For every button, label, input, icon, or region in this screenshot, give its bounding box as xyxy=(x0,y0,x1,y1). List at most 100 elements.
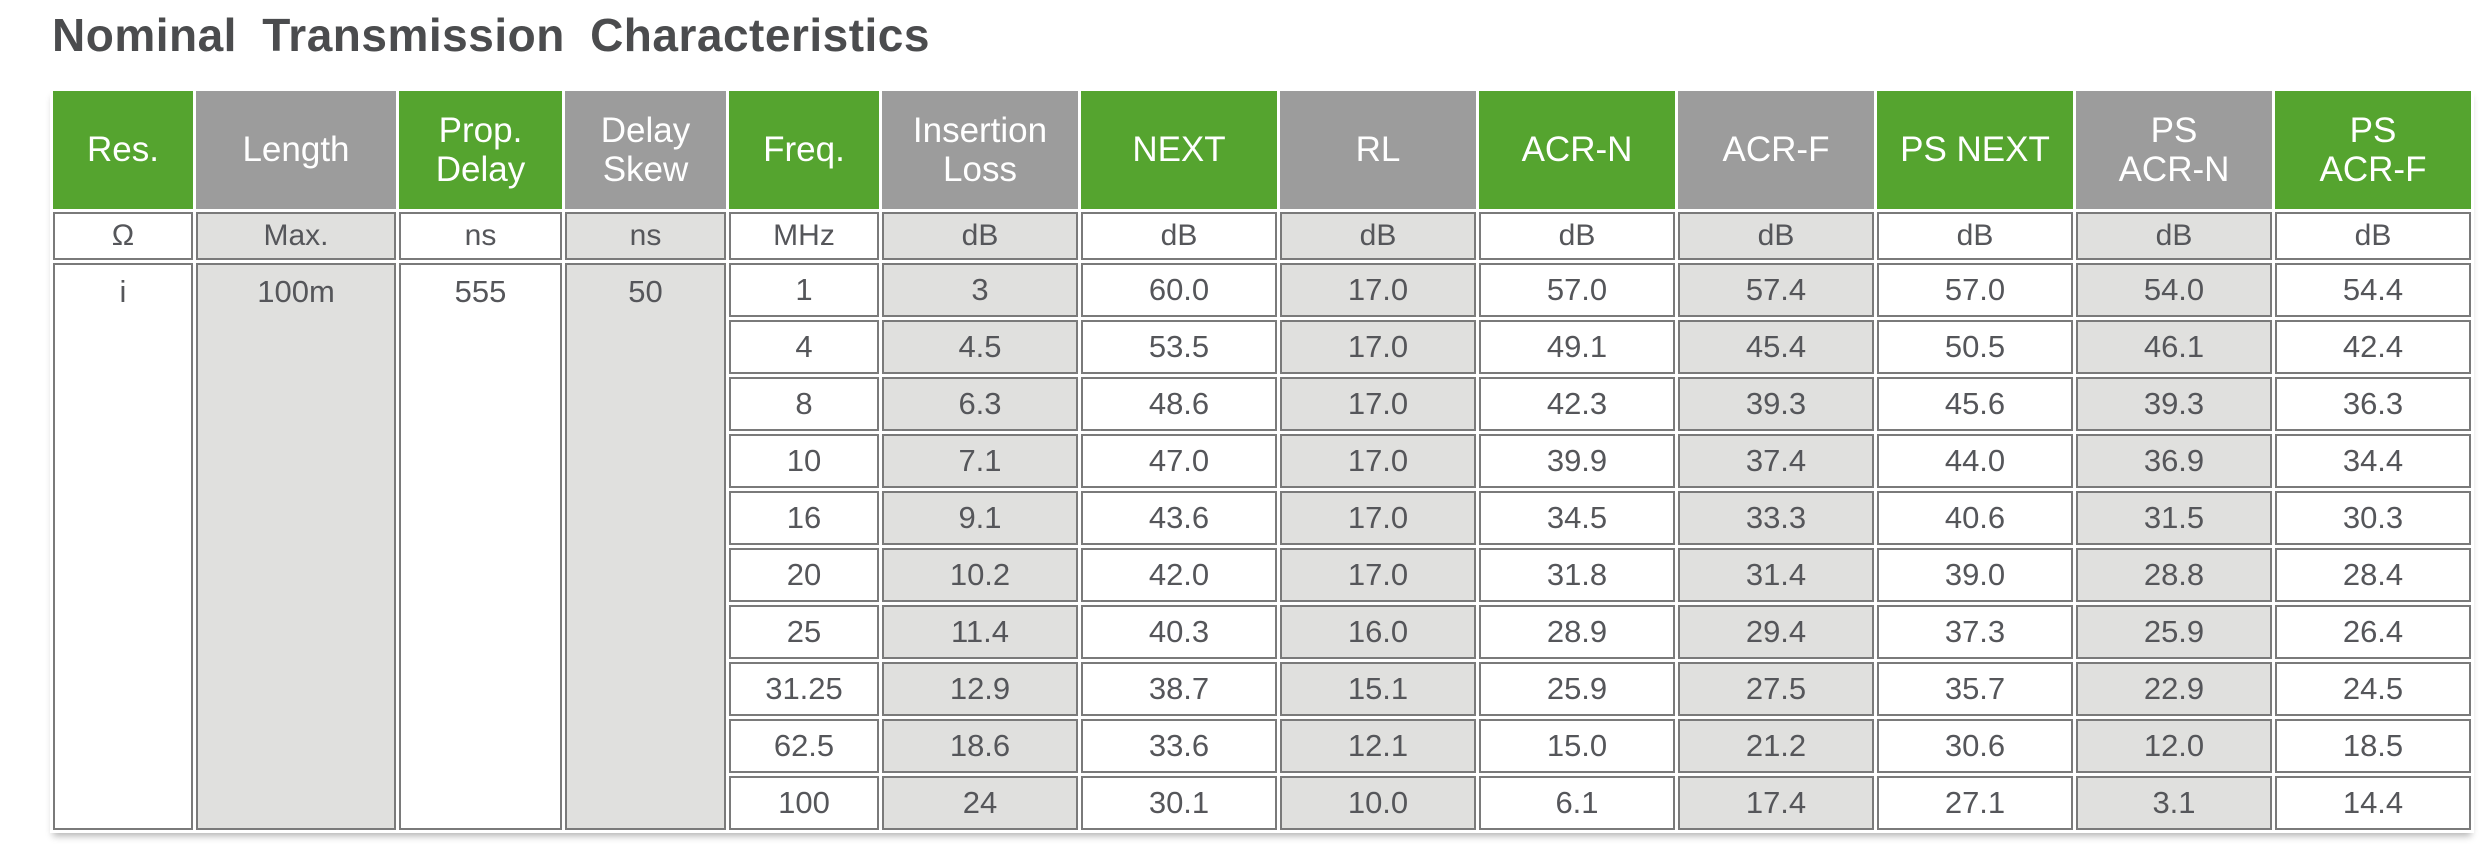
rl-cell: 17.0 xyxy=(1280,263,1476,317)
table-row: 100 24 30.1 10.0 6.1 17.4 27.1 3.1 14.4 xyxy=(53,776,2471,830)
ps-acr-f-cell: 42.4 xyxy=(2275,320,2471,374)
unit-delay-skew-cell: ns xyxy=(565,212,726,260)
next-cell: 30.1 xyxy=(1081,776,1277,830)
ps-acr-f-cell: 24.5 xyxy=(2275,662,2471,716)
unit-ps-acr-f-cell: dB xyxy=(2275,212,2471,260)
table-row: 16 9.1 43.6 17.0 34.5 33.3 40.6 31.5 30.… xyxy=(53,491,2471,545)
rl-cell: 10.0 xyxy=(1280,776,1476,830)
acr-n-cell: 39.9 xyxy=(1479,434,1675,488)
ps-acr-n-cell: 25.9 xyxy=(2076,605,2272,659)
acr-n-cell: 42.3 xyxy=(1479,377,1675,431)
res-value-cell: i xyxy=(53,263,193,830)
unit-prop-delay-cell: ns xyxy=(399,212,562,260)
column-header-acr-f: ACR-F xyxy=(1678,91,1874,209)
page-title: Nominal Transmission Characteristics xyxy=(52,9,930,61)
ps-next-cell: 40.6 xyxy=(1877,491,2073,545)
table-row: 4 4.5 53.5 17.0 49.1 45.4 50.5 46.1 42.4 xyxy=(53,320,2471,374)
ps-acr-n-cell: 39.3 xyxy=(2076,377,2272,431)
rl-cell: 12.1 xyxy=(1280,719,1476,773)
freq-cell: 25 xyxy=(729,605,879,659)
insertion-loss-cell: 6.3 xyxy=(882,377,1078,431)
acr-f-cell: 45.4 xyxy=(1678,320,1874,374)
freq-cell: 8 xyxy=(729,377,879,431)
ps-acr-f-cell: 14.4 xyxy=(2275,776,2471,830)
column-header-ps-next: PS NEXT xyxy=(1877,91,2073,209)
insertion-loss-cell: 11.4 xyxy=(882,605,1078,659)
next-cell: 47.0 xyxy=(1081,434,1277,488)
next-cell: 48.6 xyxy=(1081,377,1277,431)
rl-cell: 15.1 xyxy=(1280,662,1476,716)
column-header-delay-skew: Delay Skew xyxy=(565,91,726,209)
acr-f-cell: 27.5 xyxy=(1678,662,1874,716)
ps-acr-n-cell: 36.9 xyxy=(2076,434,2272,488)
column-header-next: NEXT xyxy=(1081,91,1277,209)
acr-f-cell: 31.4 xyxy=(1678,548,1874,602)
rl-cell: 17.0 xyxy=(1280,491,1476,545)
ps-acr-f-cell: 54.4 xyxy=(2275,263,2471,317)
ps-next-cell: 50.5 xyxy=(1877,320,2073,374)
next-cell: 53.5 xyxy=(1081,320,1277,374)
insertion-loss-cell: 12.9 xyxy=(882,662,1078,716)
prop-delay-value-cell: 555 xyxy=(399,263,562,830)
insertion-loss-cell: 18.6 xyxy=(882,719,1078,773)
insertion-loss-cell: 7.1 xyxy=(882,434,1078,488)
column-header-ps-acr-f: PS ACR-F xyxy=(2275,91,2471,209)
table-row: i 100m 555 50 1 3 60.0 17.0 57.0 57.4 57… xyxy=(53,263,2471,830)
ps-next-cell: 27.1 xyxy=(1877,776,2073,830)
freq-cell: 31.25 xyxy=(729,662,879,716)
acr-f-cell: 39.3 xyxy=(1678,377,1874,431)
unit-acr-n-cell: dB xyxy=(1479,212,1675,260)
next-cell: 43.6 xyxy=(1081,491,1277,545)
column-header-res: Res. xyxy=(53,91,193,209)
ps-acr-n-cell: 22.9 xyxy=(2076,662,2272,716)
ps-acr-f-cell: 26.4 xyxy=(2275,605,2471,659)
unit-next-cell: dB xyxy=(1081,212,1277,260)
header-row: Res. Length Prop. Delay Delay Skew Freq.… xyxy=(53,91,2471,209)
acr-n-cell: 25.9 xyxy=(1479,662,1675,716)
rl-cell: 17.0 xyxy=(1280,320,1476,374)
table-row: 31.25 12.9 38.7 15.1 25.9 27.5 35.7 22.9… xyxy=(53,662,2471,716)
next-cell: 33.6 xyxy=(1081,719,1277,773)
acr-n-cell: 34.5 xyxy=(1479,491,1675,545)
column-header-freq: Freq. xyxy=(729,91,879,209)
acr-f-cell: 57.4 xyxy=(1678,263,1874,317)
acr-f-cell: 29.4 xyxy=(1678,605,1874,659)
table-row: 20 10.2 42.0 17.0 31.8 31.4 39.0 28.8 28… xyxy=(53,548,2471,602)
column-header-length: Length xyxy=(196,91,396,209)
delay-skew-value-cell: 50 xyxy=(565,263,726,830)
freq-cell: 20 xyxy=(729,548,879,602)
table-row: 25 11.4 40.3 16.0 28.9 29.4 37.3 25.9 26… xyxy=(53,605,2471,659)
column-header-ps-acr-n: PS ACR-N xyxy=(2076,91,2272,209)
ps-acr-f-cell: 34.4 xyxy=(2275,434,2471,488)
insertion-loss-cell: 9.1 xyxy=(882,491,1078,545)
acr-f-cell: 33.3 xyxy=(1678,491,1874,545)
transmission-characteristics-table: Res. Length Prop. Delay Delay Skew Freq.… xyxy=(50,88,2474,833)
next-cell: 38.7 xyxy=(1081,662,1277,716)
acr-n-cell: 57.0 xyxy=(1479,263,1675,317)
freq-cell: 100 xyxy=(729,776,879,830)
freq-cell: 10 xyxy=(729,434,879,488)
ps-next-cell: 39.0 xyxy=(1877,548,2073,602)
ps-acr-n-cell: 46.1 xyxy=(2076,320,2272,374)
length-value-cell: 100m xyxy=(196,263,396,830)
table-row: 10 7.1 47.0 17.0 39.9 37.4 44.0 36.9 34.… xyxy=(53,434,2471,488)
unit-rl-cell: dB xyxy=(1280,212,1476,260)
acr-n-cell: 49.1 xyxy=(1479,320,1675,374)
freq-cell: 4 xyxy=(729,320,879,374)
ps-acr-n-cell: 12.0 xyxy=(2076,719,2272,773)
acr-n-cell: 15.0 xyxy=(1479,719,1675,773)
unit-ps-next-cell: dB xyxy=(1877,212,2073,260)
unit-acr-f-cell: dB xyxy=(1678,212,1874,260)
rl-cell: 17.0 xyxy=(1280,548,1476,602)
unit-freq-cell: MHz xyxy=(729,212,879,260)
column-header-prop-delay: Prop. Delay xyxy=(399,91,562,209)
next-cell: 40.3 xyxy=(1081,605,1277,659)
ps-next-cell: 44.0 xyxy=(1877,434,2073,488)
unit-res-cell: Ω xyxy=(53,212,193,260)
freq-cell: 62.5 xyxy=(729,719,879,773)
ps-acr-n-cell: 3.1 xyxy=(2076,776,2272,830)
acr-n-cell: 6.1 xyxy=(1479,776,1675,830)
column-header-acr-n: ACR-N xyxy=(1479,91,1675,209)
ps-acr-n-cell: 31.5 xyxy=(2076,491,2272,545)
